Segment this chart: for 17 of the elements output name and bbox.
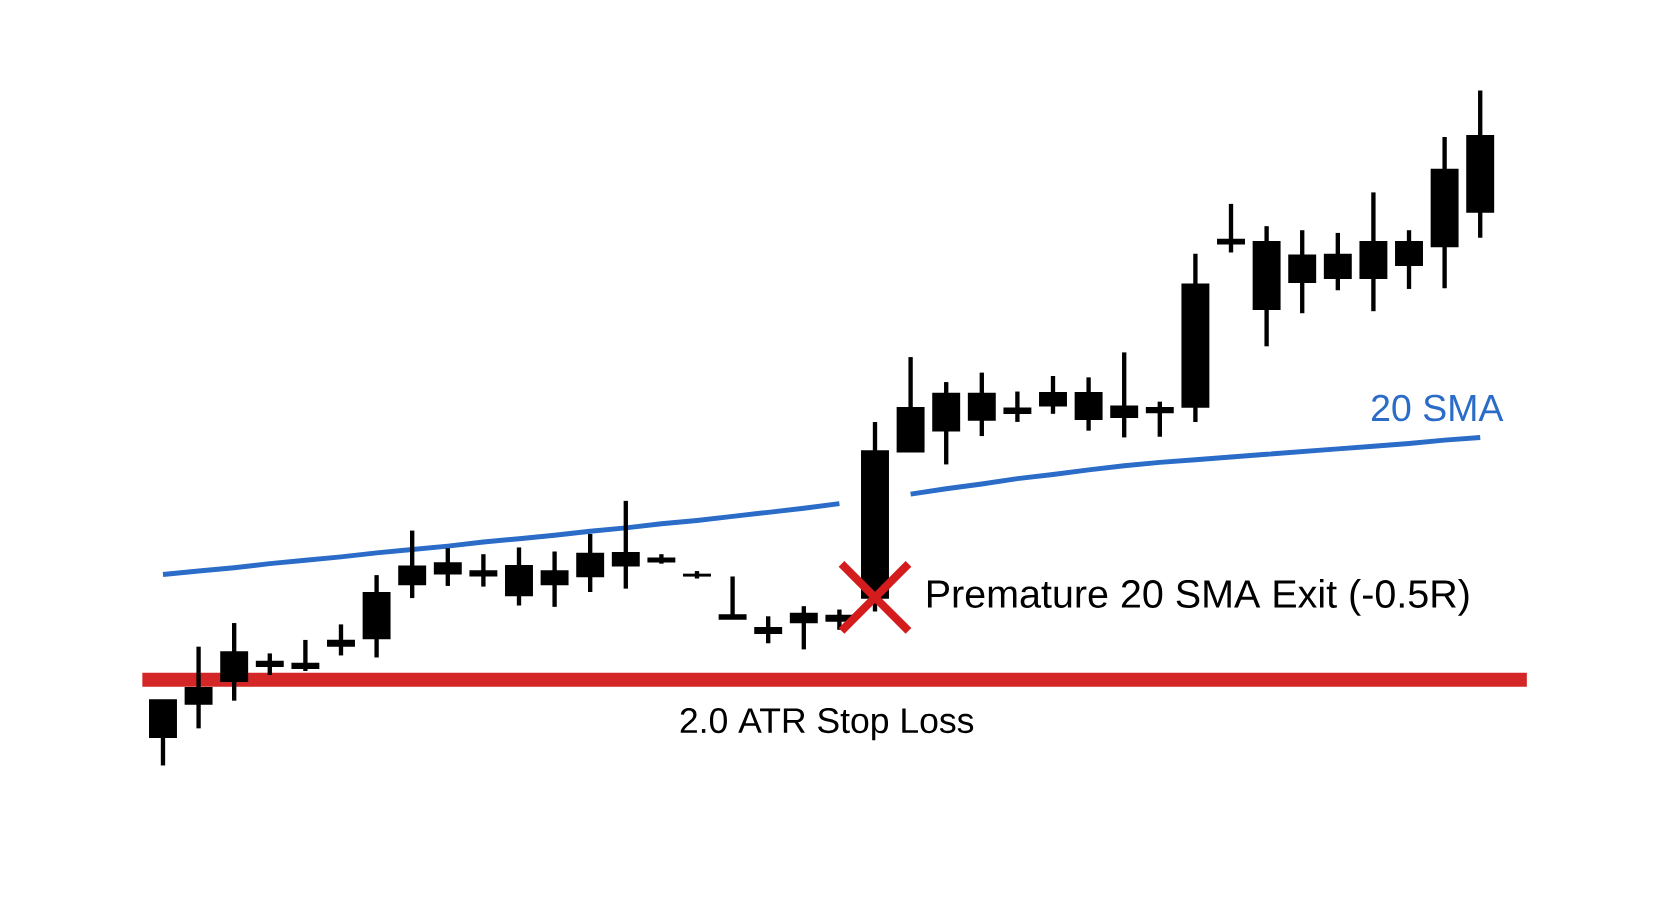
series-label: 20 SMA (1372, 394, 1504, 422)
candlestick (327, 624, 355, 656)
candlestick (184, 646, 213, 729)
candlestick (1145, 401, 1174, 437)
ref-line-label: 2.0 ATR Stop Loss (680, 708, 974, 741)
candlestick (611, 500, 640, 589)
candlestick (291, 640, 320, 672)
candlestick (255, 653, 284, 676)
candlestick (754, 616, 783, 644)
candlestick (469, 554, 498, 587)
candlestick (433, 548, 462, 587)
candlestick (1003, 391, 1032, 423)
candlestick (1217, 203, 1245, 253)
candlestick (1110, 352, 1139, 438)
annotation: Premature 20 SMA Exit (-0.5R) (927, 579, 1469, 616)
candlestick (718, 576, 747, 620)
candlestick (789, 606, 818, 650)
